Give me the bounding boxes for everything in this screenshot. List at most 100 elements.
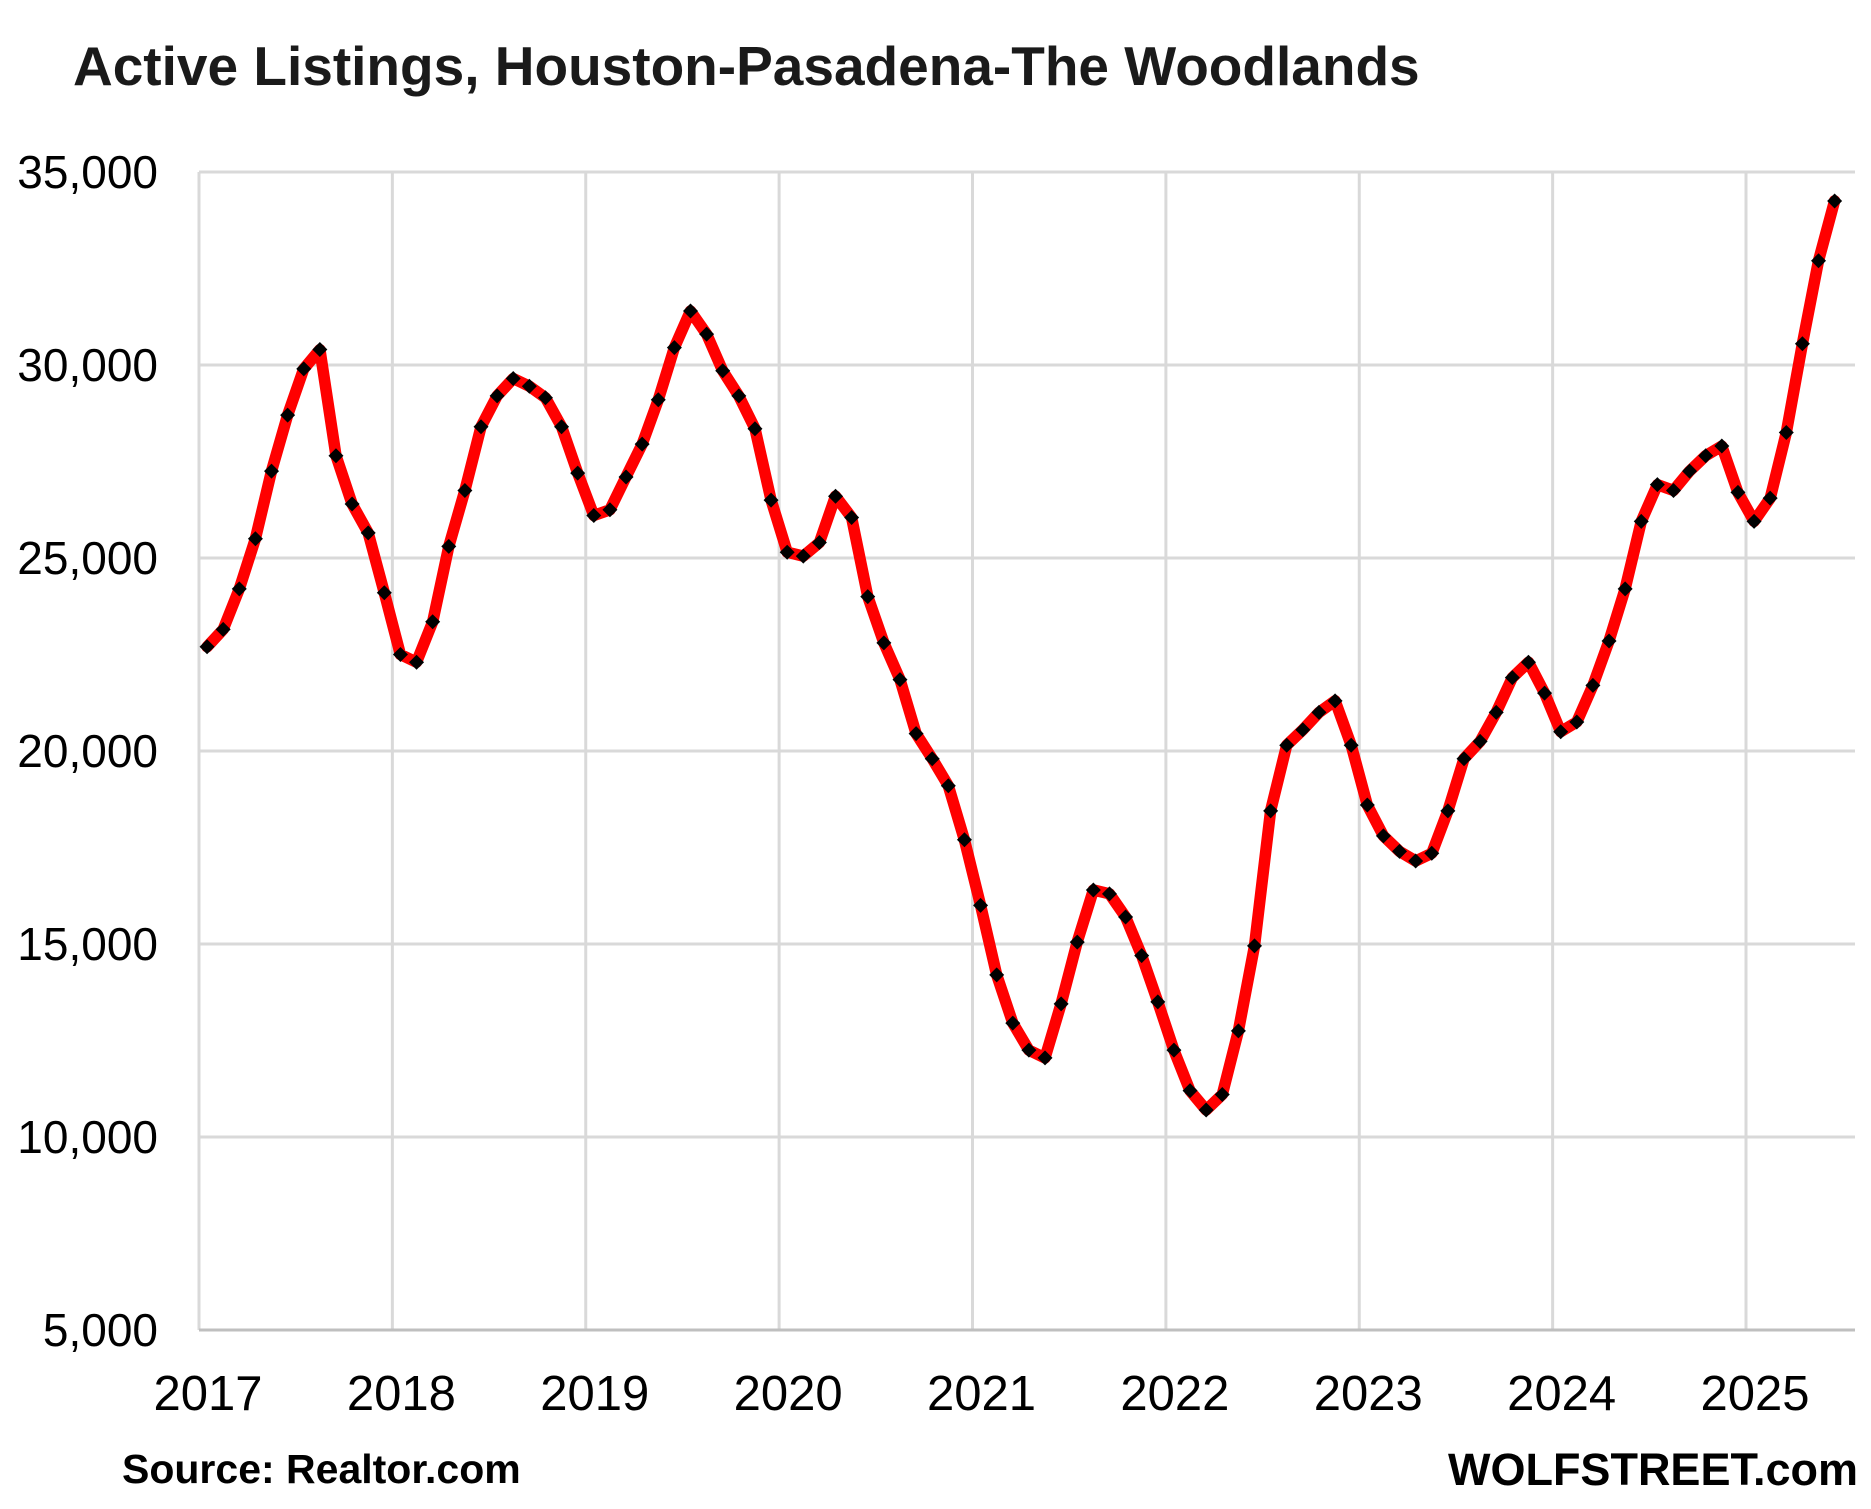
data-point-marker: [1408, 853, 1424, 869]
series-line: [201, 195, 1841, 1116]
data-point-marker: [1311, 704, 1327, 720]
data-point-marker: [280, 407, 296, 423]
data-point-marker: [554, 419, 570, 435]
data-point-marker: [1504, 670, 1520, 686]
data-point-marker: [473, 419, 489, 435]
data-point-marker: [1714, 438, 1730, 454]
data-point-marker: [811, 535, 827, 551]
data-point-marker: [1746, 513, 1762, 529]
data-point-marker: [1762, 490, 1778, 506]
data-point-marker: [1279, 737, 1295, 753]
data-point-marker: [602, 502, 618, 518]
data-point-marker: [634, 436, 650, 452]
data-point-marker: [296, 361, 312, 377]
data-point-marker: [1472, 733, 1488, 749]
data-point-marker: [844, 509, 860, 525]
y-axis-tick-label: 10,000: [17, 1111, 158, 1163]
data-point-marker: [1343, 737, 1359, 753]
data-point-marker: [1150, 994, 1166, 1010]
y-axis-tick-label: 35,000: [17, 146, 158, 198]
data-point-marker: [731, 388, 747, 404]
data-point-marker: [618, 469, 634, 485]
data-point-marker: [1295, 722, 1311, 738]
data-point-marker: [940, 778, 956, 794]
data-point-marker: [1553, 724, 1569, 740]
data-point-marker: [1247, 938, 1263, 954]
x-axis-tick-label: 2017: [153, 1367, 262, 1421]
data-point-marker: [924, 751, 940, 767]
source-note: Source: Realtor.com: [122, 1446, 521, 1492]
data-point-marker: [1134, 948, 1150, 964]
data-point-marker: [666, 340, 682, 356]
data-point-marker: [1198, 1102, 1214, 1118]
y-axis-tick-labels: 5,000 10,000 15,000 20,000 25,000 30,000 35,00…: [17, 146, 158, 1356]
data-point-marker: [699, 326, 715, 342]
data-point-marker: [1005, 1015, 1021, 1031]
data-point-marker: [1053, 996, 1069, 1012]
data-point-marker: [876, 635, 892, 651]
data-point-marker: [1069, 934, 1085, 950]
data-point-marker: [1778, 425, 1794, 441]
x-axis-tick-label: 2024: [1507, 1367, 1616, 1421]
data-point-marker: [747, 421, 763, 437]
data-point-marker: [1359, 797, 1375, 813]
data-point-marker: [973, 897, 989, 913]
data-point-marker: [1392, 843, 1408, 859]
data-point-marker: [521, 378, 537, 394]
data-point-marker: [1649, 477, 1665, 493]
data-point-marker: [1698, 448, 1714, 464]
data-point-marker: [586, 508, 602, 524]
data-point-marker: [1230, 1023, 1246, 1039]
data-markers: [199, 193, 1843, 1118]
x-axis-tick-label: 2021: [927, 1367, 1036, 1421]
data-point-marker: [215, 621, 231, 637]
data-point-marker: [360, 525, 376, 541]
data-point-marker: [682, 303, 698, 319]
data-point-marker: [1118, 909, 1134, 925]
x-axis-tick-label: 2020: [734, 1367, 843, 1421]
data-point-marker: [828, 488, 844, 504]
x-axis-tick-label: 2019: [540, 1367, 649, 1421]
y-axis-tick-label: 30,000: [17, 339, 158, 391]
data-point-marker: [1440, 803, 1456, 819]
x-axis-tick-labels: 2017 2018 2019 2020 2021 2022 2023 2024 2025: [153, 1367, 1809, 1421]
data-point-marker: [908, 726, 924, 742]
data-point-marker: [247, 531, 263, 547]
x-axis-tick-label: 2023: [1314, 1367, 1423, 1421]
data-point-marker: [376, 585, 392, 601]
data-point-marker: [409, 654, 425, 670]
x-axis-tick-label: 2022: [1120, 1367, 1229, 1421]
data-point-marker: [1811, 253, 1827, 269]
data-point-marker: [505, 371, 521, 387]
data-point-marker: [1488, 704, 1504, 720]
gridlines: [197, 170, 1855, 1332]
data-point-marker: [1585, 677, 1601, 693]
y-axis-tick-label: 5,000: [43, 1304, 158, 1356]
x-axis-tick-label: 2018: [347, 1367, 456, 1421]
data-point-marker: [1375, 828, 1391, 844]
data-point-marker: [779, 544, 795, 560]
data-point-marker: [231, 581, 247, 597]
data-point-marker: [328, 448, 344, 464]
data-point-marker: [537, 390, 553, 406]
data-point-marker: [457, 482, 473, 498]
brand-note: WOLFSTREET.com: [1447, 1444, 1858, 1495]
data-point-marker: [312, 342, 328, 358]
data-point-marker: [392, 647, 408, 662]
y-axis-tick-label: 25,000: [17, 532, 158, 584]
x-axis-tick-label: 2025: [1700, 1367, 1809, 1421]
data-point-marker: [1520, 654, 1536, 670]
data-point-marker: [1101, 886, 1117, 902]
data-point-marker: [1327, 693, 1343, 709]
data-point-marker: [1214, 1087, 1230, 1103]
data-point-marker: [892, 672, 908, 688]
data-point-marker: [956, 832, 972, 848]
data-point-marker: [1021, 1042, 1037, 1058]
data-point-marker: [1601, 633, 1617, 649]
data-point-marker: [763, 492, 779, 508]
data-point-marker: [1633, 513, 1649, 529]
data-point-marker: [489, 388, 505, 404]
data-point-marker: [199, 639, 215, 655]
